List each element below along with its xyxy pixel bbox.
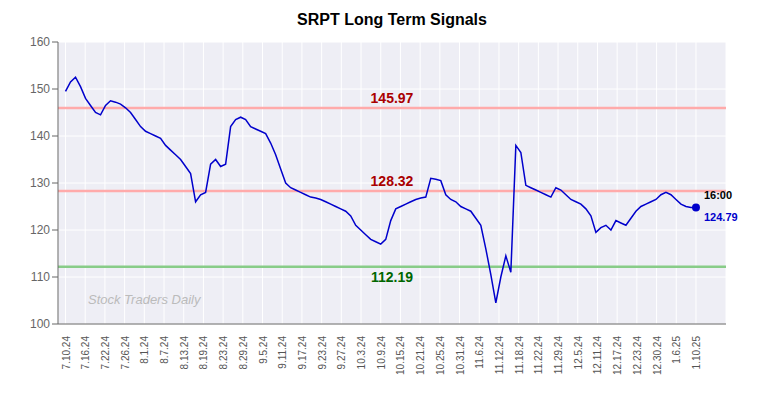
- svg-text:10.15.24: 10.15.24: [395, 336, 406, 375]
- svg-text:160: 160: [30, 35, 50, 49]
- svg-text:8.1.24: 8.1.24: [139, 336, 150, 364]
- svg-text:130: 130: [30, 176, 50, 190]
- svg-text:7.26.24: 7.26.24: [120, 336, 131, 370]
- svg-text:11.29.24: 11.29.24: [553, 336, 564, 375]
- svg-text:8.23.24: 8.23.24: [218, 336, 229, 370]
- svg-text:11.12.24: 11.12.24: [494, 336, 505, 375]
- svg-text:9.11.24: 9.11.24: [277, 336, 288, 369]
- svg-text:7.10.24: 7.10.24: [61, 336, 72, 370]
- svg-text:1.6.25: 1.6.25: [671, 336, 682, 364]
- svg-text:10.9.24: 10.9.24: [376, 336, 387, 370]
- svg-text:12.5.24: 12.5.24: [573, 336, 584, 370]
- svg-text:10.21.24: 10.21.24: [415, 336, 426, 375]
- svg-text:11.6.24: 11.6.24: [474, 336, 485, 369]
- svg-text:1.10.25: 1.10.25: [691, 336, 702, 370]
- svg-text:12.11.24: 12.11.24: [592, 336, 603, 375]
- svg-text:112.19: 112.19: [371, 269, 413, 285]
- svg-text:8.7.24: 8.7.24: [159, 336, 170, 364]
- svg-text:140: 140: [30, 129, 50, 143]
- svg-text:7.22.24: 7.22.24: [100, 336, 111, 370]
- svg-text:12.30.24: 12.30.24: [652, 336, 663, 375]
- svg-text:150: 150: [30, 82, 50, 96]
- html-text:SRPT Long Term Signals: SRPT Long Term Signals: [297, 11, 487, 28]
- svg-text:9.23.24: 9.23.24: [317, 336, 328, 370]
- svg-text:8.19.24: 8.19.24: [198, 336, 209, 370]
- svg-text:8.29.24: 8.29.24: [238, 336, 249, 370]
- svg-text:12.17.24: 12.17.24: [612, 336, 623, 375]
- svg-text:7.16.24: 7.16.24: [80, 336, 91, 370]
- svg-text:10.3.24: 10.3.24: [356, 336, 367, 370]
- svg-text:12.23.24: 12.23.24: [632, 336, 643, 375]
- svg-text:145.97: 145.97: [371, 90, 414, 106]
- svg-text:128.32: 128.32: [371, 173, 414, 189]
- svg-text:10.31.24: 10.31.24: [455, 336, 466, 375]
- svg-text:16:00: 16:00: [704, 189, 732, 201]
- svg-text:9.17.24: 9.17.24: [297, 336, 308, 370]
- svg-text:110: 110: [31, 270, 50, 284]
- svg-text:100: 100: [30, 317, 50, 331]
- svg-text:10.25.24: 10.25.24: [435, 336, 446, 375]
- svg-text:9.5.24: 9.5.24: [258, 336, 269, 364]
- svg-text:120: 120: [30, 223, 50, 237]
- svg-text:11.22.24: 11.22.24: [533, 336, 544, 375]
- svg-text:11.18.24: 11.18.24: [514, 336, 525, 375]
- svg-text:9.27.24: 9.27.24: [336, 336, 347, 370]
- svg-text:124.79: 124.79: [704, 211, 738, 223]
- svg-text:8.13.24: 8.13.24: [179, 336, 190, 370]
- html-text:Stock Traders Daily: Stock Traders Daily: [88, 292, 201, 307]
